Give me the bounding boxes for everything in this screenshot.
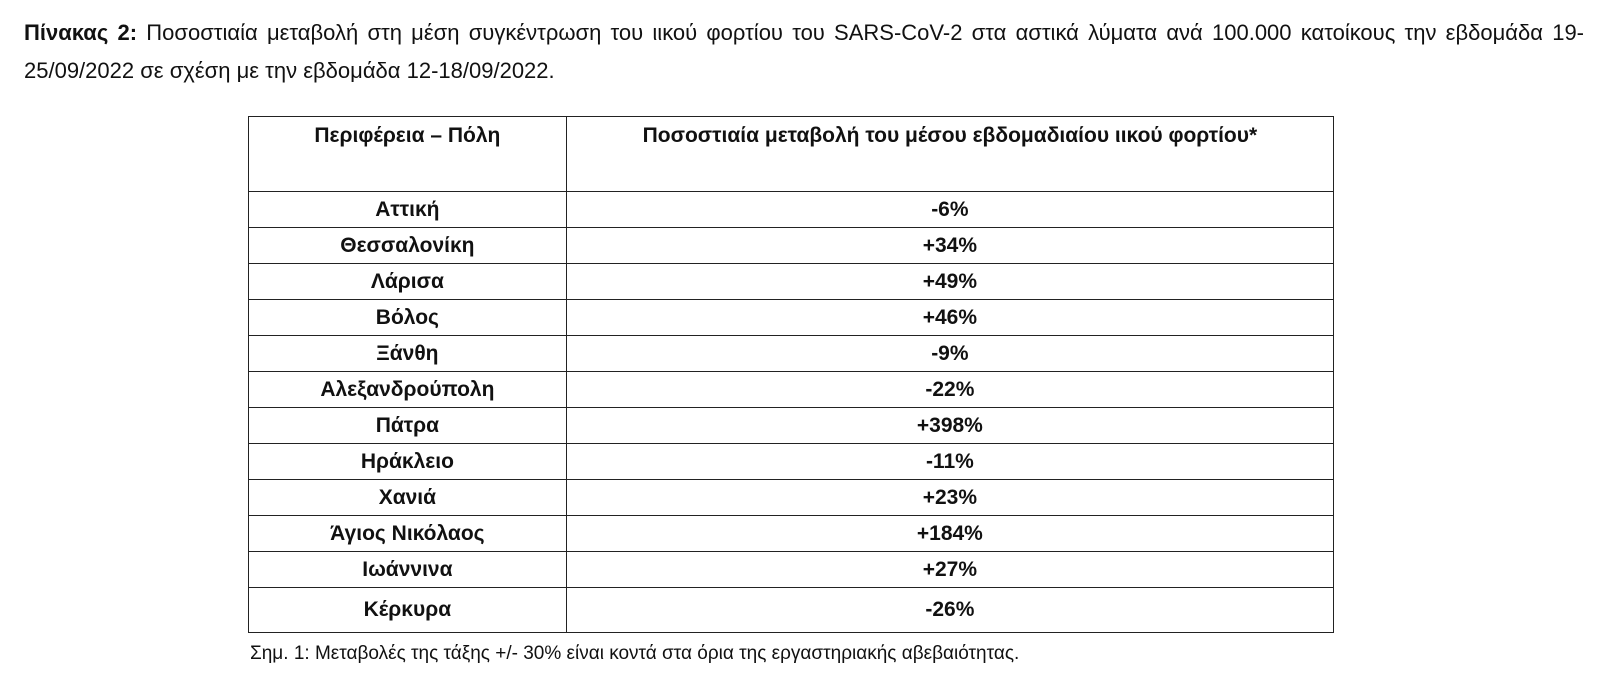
- table-row: Αλεξανδρούπολη -22%: [248, 371, 1335, 408]
- table-row: Λάρισα +49%: [248, 263, 1335, 300]
- city-cell: Ξάνθη: [248, 335, 567, 372]
- table-footnote: Σημ. 1: Μεταβολές της τάξης +/- 30% είνα…: [250, 643, 1020, 664]
- city-cell: Ιωάννινα: [248, 551, 567, 588]
- table-header-row: Περιφέρεια – Πόλη Ποσοστιαία μεταβολή το…: [248, 116, 1335, 192]
- city-cell: Πάτρα: [248, 407, 567, 444]
- change-cell: +398%: [565, 407, 1335, 444]
- city-cell: Αλεξανδρούπολη: [248, 371, 567, 408]
- change-cell: -11%: [565, 443, 1335, 480]
- column-header-change: Ποσοστιαία μεταβολή του μέσου εβδομαδιαί…: [565, 116, 1335, 192]
- caption-lead: Πίνακας 2:: [24, 20, 138, 45]
- change-cell: +46%: [565, 299, 1335, 336]
- change-cell: -26%: [565, 587, 1335, 633]
- table-row: Ηράκλειο -11%: [248, 443, 1335, 480]
- change-cell: -9%: [565, 335, 1335, 372]
- table-row: Βόλος +46%: [248, 299, 1335, 336]
- city-cell: Βόλος: [248, 299, 567, 336]
- change-cell: +49%: [565, 263, 1335, 300]
- change-cell: -22%: [565, 371, 1335, 408]
- city-cell: Χανιά: [248, 479, 567, 516]
- city-cell: Θεσσαλονίκη: [248, 227, 567, 264]
- city-cell: Κέρκυρα: [248, 587, 567, 633]
- change-cell: +23%: [565, 479, 1335, 516]
- table-row: Άγιος Νικόλαος +184%: [248, 515, 1335, 552]
- table-row: Πάτρα +398%: [248, 407, 1335, 444]
- city-cell: Ηράκλειο: [248, 443, 567, 480]
- change-cell: +27%: [565, 551, 1335, 588]
- change-cell: +184%: [565, 515, 1335, 552]
- column-header-city: Περιφέρεια – Πόλη: [248, 116, 567, 192]
- viral-load-table: Περιφέρεια – Πόλη Ποσοστιαία μεταβολή το…: [248, 116, 1335, 633]
- table-row: Θεσσαλονίκη +34%: [248, 227, 1335, 264]
- table-row: Ιωάννινα +27%: [248, 551, 1335, 588]
- table-row: Κέρκυρα -26%: [248, 587, 1335, 633]
- table-row: Χανιά +23%: [248, 479, 1335, 516]
- table-row: Αττική -6%: [248, 191, 1335, 228]
- change-cell: -6%: [565, 191, 1335, 228]
- city-cell: Άγιος Νικόλαος: [248, 515, 567, 552]
- table-row: Ξάνθη -9%: [248, 335, 1335, 372]
- city-cell: Αττική: [248, 191, 567, 228]
- city-cell: Λάρισα: [248, 263, 567, 300]
- change-cell: +34%: [565, 227, 1335, 264]
- table-caption: Πίνακας 2: Ποσοστιαία μεταβολή στη μέση …: [24, 14, 1584, 90]
- caption-text: Ποσοστιαία μεταβολή στη μέση συγκέντρωση…: [24, 20, 1585, 83]
